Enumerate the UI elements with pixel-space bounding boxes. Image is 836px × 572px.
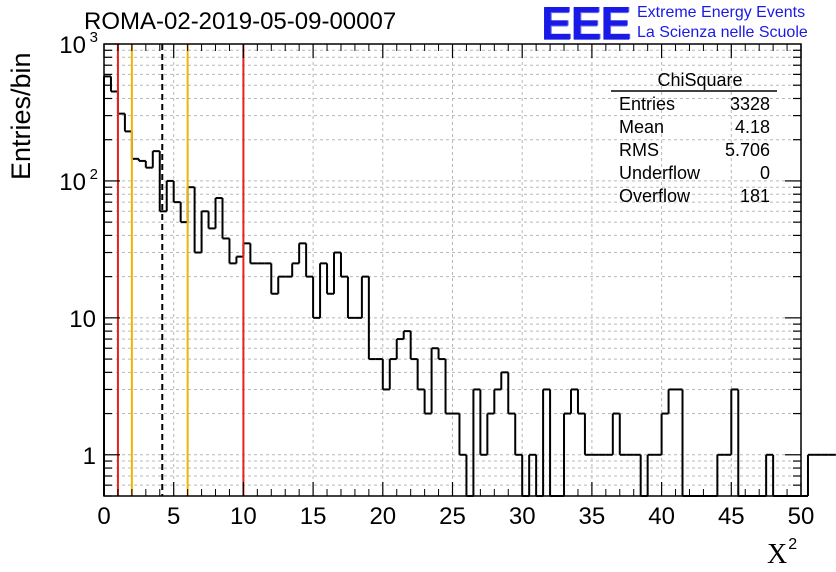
x-tick-label: 10: [230, 503, 257, 530]
logo-line-1: Extreme Energy Events: [637, 4, 806, 21]
stats-row-value: 0: [760, 163, 770, 183]
stats-box: ChiSquare Entries 3328 Mean 4.18 RMS 5.706 Unde…: [611, 70, 777, 206]
histogram-layer: [103, 75, 836, 497]
y-tick-label: 10: [69, 306, 96, 333]
reference-lines-layer: [116, 44, 245, 496]
x-tick-label: 45: [718, 503, 745, 530]
stats-row-value: 3328: [730, 94, 770, 114]
x-tick-label: 0: [97, 503, 110, 530]
stats-row-label: RMS: [619, 140, 659, 160]
y-tick-label: 10: [59, 169, 86, 196]
chart-title: ROMA-02-2019-05-09-00007: [84, 8, 397, 35]
stats-row-label: Entries: [619, 94, 675, 114]
y-tick-label: 1: [83, 443, 96, 470]
eee-logo: EEE: [541, 0, 631, 49]
x-axis-label: X2: [767, 536, 797, 571]
grid-layer: [104, 44, 801, 496]
x-tick-label: 35: [579, 503, 606, 530]
x-tick-label: 40: [648, 503, 675, 530]
x-axis-label-sup: 2: [788, 536, 798, 553]
x-tick-label: 25: [439, 503, 466, 530]
x-tick-label: 15: [300, 503, 327, 530]
stats-row-value: 181: [740, 186, 770, 206]
x-tick-label: 5: [167, 503, 180, 530]
stats-row-label: Overflow: [619, 186, 691, 206]
x-tick-label: 30: [509, 503, 536, 530]
y-tick-label-exponent: 3: [90, 29, 98, 46]
stats-row-value: 5.706: [725, 140, 770, 160]
y-tick-label-exponent: 2: [90, 166, 98, 183]
x-tick-label: 20: [369, 503, 396, 530]
stats-row-label: Underflow: [619, 163, 701, 183]
x-axis-label-main: X: [767, 539, 788, 570]
stats-row-value: 4.18: [735, 117, 770, 137]
stats-title: ChiSquare: [657, 70, 742, 90]
stats-row-label: Mean: [619, 117, 664, 137]
logo-line-2: La Scienza nelle Scuole: [637, 24, 808, 41]
y-tick-label: 10: [59, 32, 86, 59]
x-tick-label: 50: [788, 503, 815, 530]
